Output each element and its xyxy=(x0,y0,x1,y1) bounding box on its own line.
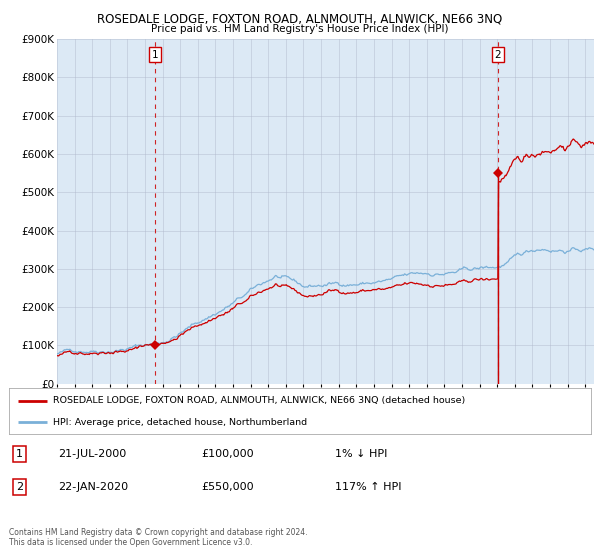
Text: HPI: Average price, detached house, Northumberland: HPI: Average price, detached house, Nort… xyxy=(53,418,307,427)
Text: 117% ↑ HPI: 117% ↑ HPI xyxy=(335,482,401,492)
Text: Price paid vs. HM Land Registry's House Price Index (HPI): Price paid vs. HM Land Registry's House … xyxy=(151,24,449,34)
Text: Contains HM Land Registry data © Crown copyright and database right 2024.
This d: Contains HM Land Registry data © Crown c… xyxy=(9,528,308,547)
Text: 2: 2 xyxy=(16,482,23,492)
Text: £550,000: £550,000 xyxy=(201,482,254,492)
Text: £100,000: £100,000 xyxy=(201,449,254,459)
Text: 1: 1 xyxy=(16,449,23,459)
Text: 1: 1 xyxy=(151,49,158,59)
Text: 21-JUL-2000: 21-JUL-2000 xyxy=(58,449,127,459)
Text: ROSEDALE LODGE, FOXTON ROAD, ALNMOUTH, ALNWICK, NE66 3NQ: ROSEDALE LODGE, FOXTON ROAD, ALNMOUTH, A… xyxy=(97,12,503,25)
Text: 1% ↓ HPI: 1% ↓ HPI xyxy=(335,449,387,459)
Text: 22-JAN-2020: 22-JAN-2020 xyxy=(58,482,128,492)
Text: 2: 2 xyxy=(495,49,502,59)
Text: ROSEDALE LODGE, FOXTON ROAD, ALNMOUTH, ALNWICK, NE66 3NQ (detached house): ROSEDALE LODGE, FOXTON ROAD, ALNMOUTH, A… xyxy=(53,396,465,405)
